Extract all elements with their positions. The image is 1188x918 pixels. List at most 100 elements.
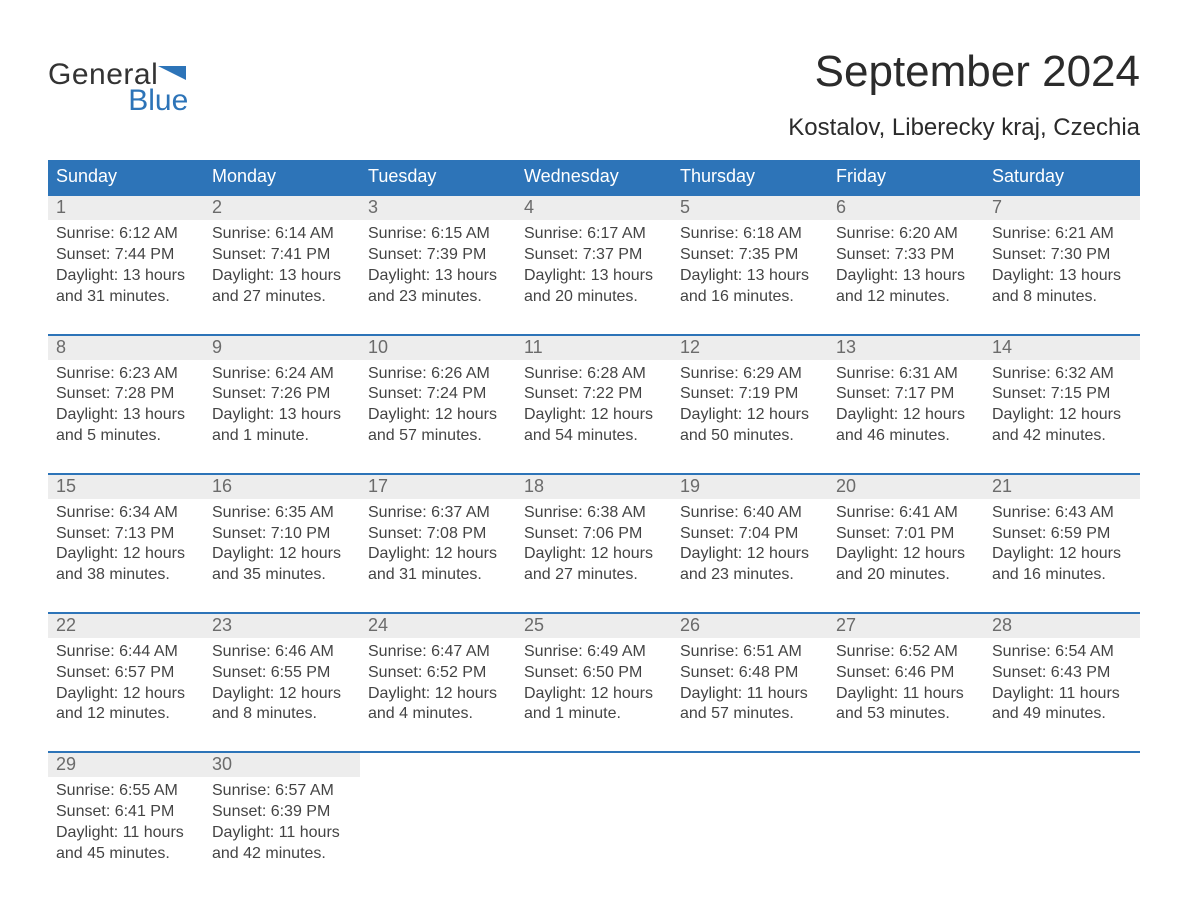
sunset-line: Sunset: 6:46 PM: [836, 663, 976, 684]
sunrise-line: Sunrise: 6:46 AM: [212, 642, 352, 663]
sunrise-line: Sunrise: 6:26 AM: [368, 364, 508, 385]
day-number: 21: [984, 475, 1140, 499]
week-row: 8Sunrise: 6:23 AMSunset: 7:28 PMDaylight…: [48, 334, 1140, 451]
day-cell: 18Sunrise: 6:38 AMSunset: 7:06 PMDayligh…: [516, 475, 672, 590]
sunrise-line: Sunrise: 6:15 AM: [368, 224, 508, 245]
day-number: 13: [828, 336, 984, 360]
day-cell: 9Sunrise: 6:24 AMSunset: 7:26 PMDaylight…: [204, 336, 360, 451]
day-cell: 6Sunrise: 6:20 AMSunset: 7:33 PMDaylight…: [828, 196, 984, 311]
day-number: 5: [672, 196, 828, 220]
day-cell: 28Sunrise: 6:54 AMSunset: 6:43 PMDayligh…: [984, 614, 1140, 729]
daylight-line: Daylight: 12 hours and 38 minutes.: [56, 544, 196, 586]
day-cell: 3 Sunrise: 6:15 AMSunset: 7:39 PMDaylight…: [360, 196, 516, 311]
sunset-line: Sunset: 6:59 PM: [992, 524, 1132, 545]
daylight-line: Daylight: 13 hours and 16 minutes.: [680, 266, 820, 308]
day-body: Sunrise: 6:38 AMSunset: 7:06 PMDaylight:…: [516, 499, 672, 590]
day-number: 18: [516, 475, 672, 499]
sunrise-line: Sunrise: 6:12 AM: [56, 224, 196, 245]
weekday-header: Friday: [828, 160, 984, 194]
sunset-line: Sunset: 6:39 PM: [212, 802, 352, 823]
day-cell: 13Sunrise: 6:31 AMSunset: 7:17 PMDayligh…: [828, 336, 984, 451]
title-block: September 2024 Kostalov, Liberecky kraj,…: [788, 48, 1140, 142]
day-body: Sunrise: 6:18 AMSunset: 7:35 PMDaylight:…: [672, 220, 828, 311]
daylight-line: Daylight: 13 hours and 23 minutes.: [368, 266, 508, 308]
sunrise-line: Sunrise: 6:29 AM: [680, 364, 820, 385]
sunset-line: Sunset: 6:48 PM: [680, 663, 820, 684]
day-number: 3: [360, 196, 516, 220]
sunrise-line: Sunrise: 6:41 AM: [836, 503, 976, 524]
daylight-line: Daylight: 12 hours and 20 minutes.: [836, 544, 976, 586]
day-cell: 1Sunrise: 6:12 AMSunset: 7:44 PMDaylight…: [48, 196, 204, 311]
day-number: 29: [48, 753, 204, 777]
day-cell-empty: [360, 753, 516, 868]
sunrise-line: Sunrise: 6:38 AM: [524, 503, 664, 524]
day-cell: 17Sunrise: 6:37 AMSunset: 7:08 PMDayligh…: [360, 475, 516, 590]
day-cell: 22Sunrise: 6:44 AMSunset: 6:57 PMDayligh…: [48, 614, 204, 729]
sunrise-line: Sunrise: 6:21 AM: [992, 224, 1132, 245]
day-body: Sunrise: 6:52 AMSunset: 6:46 PMDaylight:…: [828, 638, 984, 729]
day-number: 17: [360, 475, 516, 499]
page-subtitle: Kostalov, Liberecky kraj, Czechia: [788, 114, 1140, 142]
weekday-header: Tuesday: [360, 160, 516, 194]
day-body: Sunrise: 6:23 AMSunset: 7:28 PMDaylight:…: [48, 360, 204, 451]
sunset-line: Sunset: 6:41 PM: [56, 802, 196, 823]
daylight-line: Daylight: 12 hours and 27 minutes.: [524, 544, 664, 586]
day-cell: 30Sunrise: 6:57 AMSunset: 6:39 PMDayligh…: [204, 753, 360, 868]
daylight-line: Daylight: 12 hours and 46 minutes.: [836, 405, 976, 447]
day-body: Sunrise: 6:17 AMSunset: 7:37 PMDaylight:…: [516, 220, 672, 311]
day-number: 19: [672, 475, 828, 499]
sunset-line: Sunset: 7:10 PM: [212, 524, 352, 545]
daylight-line: Daylight: 11 hours and 57 minutes.: [680, 684, 820, 726]
day-number: 6: [828, 196, 984, 220]
day-cell: 26Sunrise: 6:51 AMSunset: 6:48 PMDayligh…: [672, 614, 828, 729]
sunrise-line: Sunrise: 6:34 AM: [56, 503, 196, 524]
weekday-header: Wednesday: [516, 160, 672, 194]
sunset-line: Sunset: 7:39 PM: [368, 245, 508, 266]
sunrise-line: Sunrise: 6:57 AM: [212, 781, 352, 802]
sunset-line: Sunset: 7:30 PM: [992, 245, 1132, 266]
sunset-line: Sunset: 6:55 PM: [212, 663, 352, 684]
day-cell: 10Sunrise: 6:26 AMSunset: 7:24 PMDayligh…: [360, 336, 516, 451]
day-number: 12: [672, 336, 828, 360]
sunset-line: Sunset: 7:08 PM: [368, 524, 508, 545]
day-cell: 7Sunrise: 6:21 AMSunset: 7:30 PMDaylight…: [984, 196, 1140, 311]
sunrise-line: Sunrise: 6:23 AM: [56, 364, 196, 385]
day-cell-empty: [672, 753, 828, 868]
daylight-line: Daylight: 12 hours and 54 minutes.: [524, 405, 664, 447]
day-cell: 29Sunrise: 6:55 AMSunset: 6:41 PMDayligh…: [48, 753, 204, 868]
daylight-line: Daylight: 12 hours and 4 minutes.: [368, 684, 508, 726]
sunset-line: Sunset: 7:35 PM: [680, 245, 820, 266]
day-cell: 24Sunrise: 6:47 AMSunset: 6:52 PMDayligh…: [360, 614, 516, 729]
day-number: 15: [48, 475, 204, 499]
day-number: 25: [516, 614, 672, 638]
sunrise-line: Sunrise: 6:28 AM: [524, 364, 664, 385]
daylight-line: Daylight: 13 hours and 31 minutes.: [56, 266, 196, 308]
day-body: Sunrise: 6:44 AMSunset: 6:57 PMDaylight:…: [48, 638, 204, 729]
week-row: 22Sunrise: 6:44 AMSunset: 6:57 PMDayligh…: [48, 612, 1140, 729]
day-body: Sunrise: 6:24 AMSunset: 7:26 PMDaylight:…: [204, 360, 360, 451]
sunrise-line: Sunrise: 6:43 AM: [992, 503, 1132, 524]
weekday-header: Monday: [204, 160, 360, 194]
day-number: 11: [516, 336, 672, 360]
page: General Blue September 2024 Kostalov, Li…: [0, 0, 1188, 908]
sunrise-line: Sunrise: 6:54 AM: [992, 642, 1132, 663]
day-body: Sunrise: 6:47 AMSunset: 6:52 PMDaylight:…: [360, 638, 516, 729]
daylight-line: Daylight: 11 hours and 49 minutes.: [992, 684, 1132, 726]
day-cell: 15Sunrise: 6:34 AMSunset: 7:13 PMDayligh…: [48, 475, 204, 590]
day-cell: 21Sunrise: 6:43 AMSunset: 6:59 PMDayligh…: [984, 475, 1140, 590]
day-cell: 2Sunrise: 6:14 AMSunset: 7:41 PMDaylight…: [204, 196, 360, 311]
day-body: Sunrise: 6:31 AMSunset: 7:17 PMDaylight:…: [828, 360, 984, 451]
sunset-line: Sunset: 7:04 PM: [680, 524, 820, 545]
day-cell: 19Sunrise: 6:40 AMSunset: 7:04 PMDayligh…: [672, 475, 828, 590]
day-body: Sunrise: 6:29 AMSunset: 7:19 PMDaylight:…: [672, 360, 828, 451]
day-cell: 20Sunrise: 6:41 AMSunset: 7:01 PMDayligh…: [828, 475, 984, 590]
day-body: Sunrise: 6:35 AMSunset: 7:10 PMDaylight:…: [204, 499, 360, 590]
day-number: 14: [984, 336, 1140, 360]
sunrise-line: Sunrise: 6:24 AM: [212, 364, 352, 385]
day-number: 20: [828, 475, 984, 499]
week-row: 15Sunrise: 6:34 AMSunset: 7:13 PMDayligh…: [48, 473, 1140, 590]
day-body: Sunrise: 6:55 AMSunset: 6:41 PMDaylight:…: [48, 777, 204, 868]
day-body: Sunrise: 6:21 AMSunset: 7:30 PMDaylight:…: [984, 220, 1140, 311]
day-number: 22: [48, 614, 204, 638]
sunset-line: Sunset: 6:50 PM: [524, 663, 664, 684]
